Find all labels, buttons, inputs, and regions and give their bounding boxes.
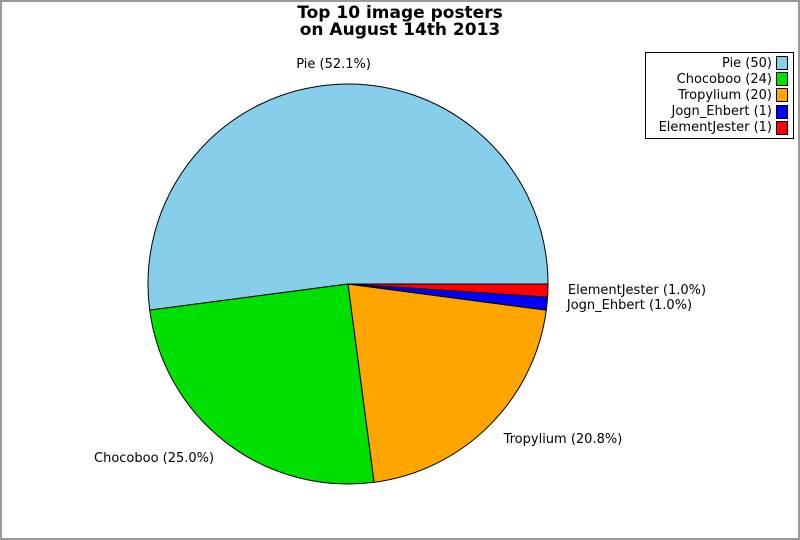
legend-item-ElementJester: ElementJester (1) (649, 120, 788, 135)
pie-slice-Pie (147, 83, 549, 311)
legend-swatch-Pie (776, 56, 788, 71)
legend-label: Chocoboo (24) (676, 71, 772, 87)
pie-slice-ElementJester (347, 283, 549, 298)
legend-label: Pie (50) (722, 55, 772, 71)
pie-slice-Tropylium (347, 283, 547, 483)
legend-item-Tropylium: Tropylium (20) (649, 88, 788, 103)
legend-item-Pie: Pie (50) (649, 56, 788, 71)
legend: Pie (50) Chocoboo (24) Tropylium (20) Jogn_… (645, 52, 794, 139)
legend-label: ElementJester (1) (658, 120, 772, 136)
pie-slice-Chocoboo (149, 283, 375, 485)
legend-swatch-ElementJester (776, 120, 788, 135)
chart-title: Top 10 image posters on August 14th 2013 (0, 5, 800, 39)
legend-item-Chocoboo: Chocoboo (24) (649, 72, 788, 87)
legend-swatch-Chocoboo (776, 72, 788, 87)
legend-label: Tropylium (20) (678, 87, 772, 103)
legend-swatch-Tropylium (776, 88, 788, 103)
chart-title-line1: Top 10 image posters (297, 3, 503, 23)
chart-title-line2: on August 14th 2013 (299, 20, 501, 40)
legend-item-Jogn_Ehbert: Jogn_Ehbert (1) (649, 104, 788, 119)
legend-label: Jogn_Ehbert (1) (671, 104, 772, 120)
legend-swatch-Jogn_Ehbert (776, 104, 788, 119)
